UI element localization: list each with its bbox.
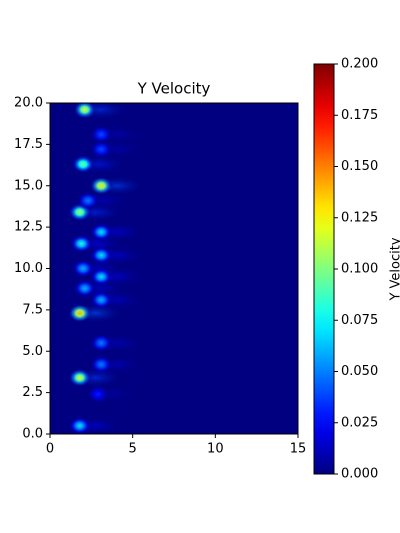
x-tick-label: 15 [290,442,307,457]
y-tick-label: 17.5 [14,137,43,152]
velocity-blob [90,176,113,195]
colorbar-tick-label: 0.175 [341,108,378,123]
velocity-blob [68,368,91,387]
velocity-blob [70,234,93,253]
velocity-blob [72,155,95,174]
velocity-blob [73,279,96,298]
velocity-blob [90,246,113,265]
velocity-blob [90,140,113,159]
colorbar-tick-label: 0.125 [341,210,378,225]
velocity-blob [90,290,113,309]
velocity-blob [68,416,91,434]
colorbar-tick-label: 0.050 [341,364,378,379]
x-tick-label: 0 [46,442,54,457]
y-tick-label: 7.5 [22,302,43,317]
colorbar-tick-label: 0.200 [341,57,378,72]
y-tick-label: 0.0 [22,427,43,442]
velocity-blob [90,355,113,374]
velocity-blob [90,267,113,286]
y-tick-label: 20.0 [14,96,43,111]
y-tick-label: 10.0 [14,261,43,276]
colorbar-tick-label: 0.075 [341,313,378,328]
x-tick-label: 10 [207,442,224,457]
velocity-blob [86,385,109,404]
colorbar-tick-label: 0.025 [341,415,378,430]
velocity-blob [77,191,100,210]
y-tick-label: 12.5 [14,220,43,235]
velocity-blob [90,223,113,242]
colorbar-tick-label: 0.000 [341,467,378,482]
colorbar-label: Y Velocity [389,237,400,301]
velocity-blob [73,103,96,119]
y-tick-label: 2.5 [22,385,43,400]
colorbar [313,63,335,475]
y-tick-label: 5.0 [22,344,43,359]
colorbar-tick-label: 0.150 [341,159,378,174]
x-tick-label: 5 [129,442,137,457]
y-tick-label: 15.0 [14,178,43,193]
velocity-blob [90,125,113,144]
velocity-blob [90,333,113,352]
velocity-blob [68,304,91,323]
heatmap-layer [67,103,146,434]
velocity-blob [72,259,95,278]
chart-title: Y Velocity [137,80,211,98]
colorbar-tick-label: 0.100 [341,262,378,277]
